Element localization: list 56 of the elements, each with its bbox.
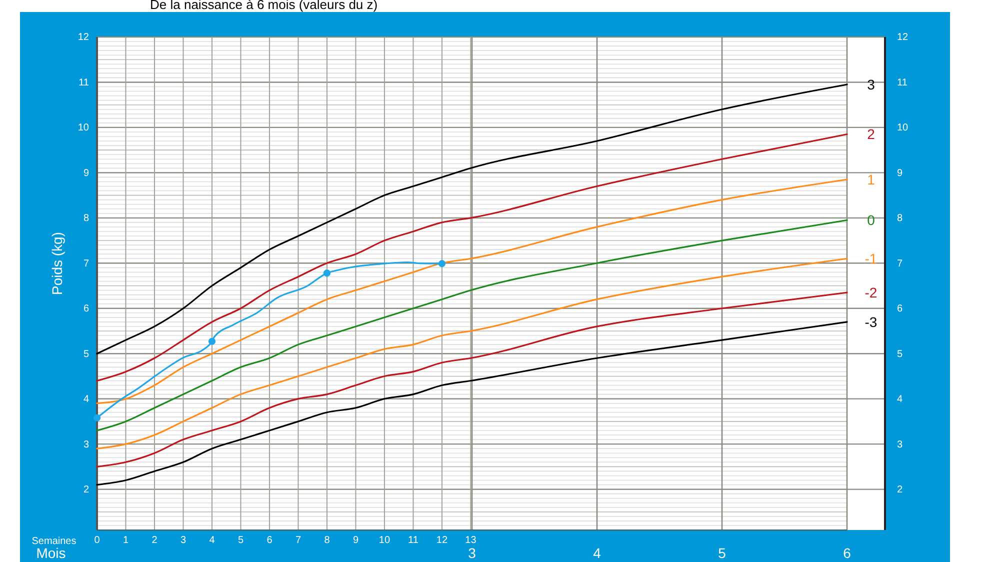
y-tick-label: 5	[83, 348, 90, 360]
line-series	[96, 84, 848, 354]
y2-tick-label: 9	[897, 168, 903, 179]
y-tick-label: 7	[83, 258, 90, 270]
x-tick-label: 9	[352, 535, 359, 546]
y2-tick-label: 4	[897, 394, 903, 406]
point	[93, 414, 101, 422]
y-tick-label: 8	[83, 213, 90, 224]
line-series	[96, 258, 848, 450]
series-label: 2	[867, 126, 876, 142]
x-tick-label: 3	[180, 535, 186, 546]
y2-tick-label: 10	[897, 122, 909, 134]
y-tick-label: 3	[83, 439, 90, 450]
line-series	[96, 321, 848, 486]
x2-axis-title: Mois	[36, 545, 66, 561]
x-tick-label: 1	[122, 535, 129, 546]
x-tick-label: 7	[295, 535, 302, 546]
y-tick-label: 10	[78, 122, 90, 134]
x-tick-label: 0	[94, 535, 100, 546]
y-tick-label: 11	[78, 77, 90, 88]
y2-tick-label: 3	[897, 439, 903, 450]
x-tick-label: 4	[209, 535, 216, 546]
series-label: 3	[867, 76, 876, 92]
x-tick-label: 6	[266, 535, 273, 546]
x-tick-label: 8	[324, 535, 330, 546]
x-tick-label: 12	[436, 535, 448, 546]
y2-tick-label: 12	[897, 32, 909, 44]
x-tick-label: 5	[238, 535, 244, 546]
point	[208, 338, 216, 345]
series-label: -3	[864, 314, 878, 330]
line-series	[96, 292, 848, 468]
y-tick-label: 12	[78, 32, 90, 44]
y-tick-label: 9	[83, 168, 90, 179]
series-label: -1	[864, 250, 878, 267]
y-tick-label: 6	[83, 304, 90, 315]
x-tick-label: 10	[378, 535, 390, 546]
series-label: 1	[867, 171, 876, 188]
x-tick-label: 13	[465, 535, 477, 546]
series-label: -2	[864, 284, 878, 301]
y2-tick-label: 11	[897, 77, 908, 88]
y2-tick-label: 8	[897, 213, 903, 224]
x-tick-label: 2	[152, 535, 158, 546]
x-axis-title: Semaines	[32, 536, 76, 547]
y-axis-title: Poids (kg)	[49, 232, 65, 296]
line-series	[96, 133, 848, 382]
y-tick-label: 4	[83, 394, 90, 406]
line-series	[96, 219, 848, 432]
y2-tick-label: 6	[897, 304, 903, 315]
point	[438, 260, 446, 268]
y2-tick-label: 5	[897, 348, 903, 360]
y2-tick-label: 7	[897, 258, 903, 270]
x-tick-label: 11	[408, 535, 419, 546]
point	[323, 270, 331, 277]
y2-tick-label: 2	[897, 484, 903, 496]
line-series	[96, 178, 848, 404]
y-tick-label: 2	[83, 484, 90, 496]
